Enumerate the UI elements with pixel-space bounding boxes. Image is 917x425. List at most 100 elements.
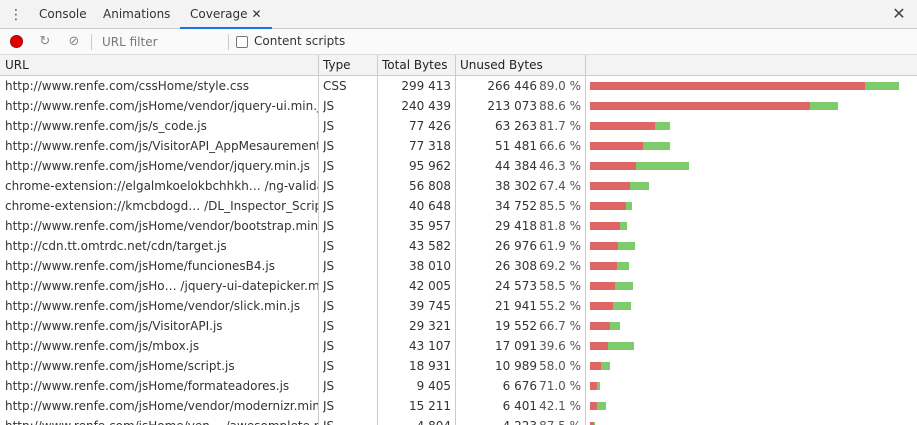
unused-bytes-cell: 51 481	[495, 139, 537, 153]
unused-percent-cell: 42.1 %	[539, 399, 581, 413]
table-row[interactable]: http://www.renfe.com/jsHome/formateadore…	[0, 376, 917, 396]
url-cell: http://www.renfe.com/jsHome/script.js	[5, 359, 235, 373]
tab-console-label: Console	[39, 7, 87, 21]
total-bytes-cell: 77 426	[409, 119, 451, 133]
type-cell: JS	[323, 399, 335, 413]
unused-bytes-bar	[590, 102, 810, 110]
type-cell: JS	[323, 259, 335, 273]
table-row[interactable]: http://www.renfe.com/jsHome/vendor/moder…	[0, 396, 917, 416]
table-row[interactable]: chrome-extension://kmcbdogd… /DL_Inspect…	[0, 196, 917, 216]
total-bytes-cell: 42 005	[409, 279, 451, 293]
header-total-bytes[interactable]: Total Bytes	[382, 58, 448, 72]
used-bytes-bar	[617, 242, 635, 250]
table-row[interactable]: http://www.renfe.com/jsHome/vendor/boots…	[0, 216, 917, 236]
unused-percent-cell: 81.8 %	[539, 219, 581, 233]
close-drawer-icon[interactable]: ✕	[892, 4, 906, 23]
total-bytes-cell: 35 957	[409, 219, 451, 233]
unused-bytes-bar	[590, 122, 656, 130]
used-bytes-bar	[596, 382, 600, 390]
table-row[interactable]: http://cdn.tt.omtrdc.net/cdn/target.js JS…	[0, 236, 917, 256]
header-unused-bytes[interactable]: Unused Bytes	[460, 58, 543, 72]
more-options-icon[interactable]: ⋮	[9, 7, 23, 23]
content-scripts-checkbox[interactable]	[236, 36, 248, 48]
url-cell: chrome-extension://kmcbdogd… /DL_Inspect…	[5, 199, 318, 213]
table-body: http://www.renfe.com/cssHome/style.css CS…	[0, 76, 917, 425]
table-row[interactable]: http://www.renfe.com/cssHome/style.css CS…	[0, 76, 917, 96]
reload-icon[interactable]: ↻	[39, 34, 51, 49]
total-bytes-cell: 15 211	[409, 399, 451, 413]
url-cell: chrome-extension://elgalmkoelokbchhkh… /…	[5, 179, 318, 193]
table-row[interactable]: http://www.renfe.com/js/VisitorAPI_AppMe…	[0, 136, 917, 156]
type-cell: JS	[323, 299, 335, 313]
total-bytes-cell: 43 107	[409, 339, 451, 353]
used-bytes-bar	[809, 102, 839, 110]
used-bytes-bar	[635, 162, 690, 170]
header-url[interactable]: URL	[5, 58, 29, 72]
table-row[interactable]: chrome-extension://elgalmkoelokbchhkh… /…	[0, 176, 917, 196]
type-cell: JS	[323, 139, 335, 153]
header-type[interactable]: Type	[323, 58, 351, 72]
unused-bytes-cell: 10 989	[495, 359, 537, 373]
tab-animations[interactable]: Animations	[103, 0, 170, 29]
url-cell: http://www.renfe.com/jsHome/formateadore…	[5, 379, 290, 393]
unused-percent-cell: 89.0 %	[539, 79, 581, 93]
type-cell: JS	[323, 279, 335, 293]
table-row[interactable]: http://www.renfe.com/js/s_code.js JS 77 42…	[0, 116, 917, 136]
url-cell: http://www.renfe.com/jsHome/vendor/jquer…	[5, 99, 318, 113]
used-bytes-bar	[612, 302, 631, 310]
tab-coverage[interactable]: Coverage ✕	[180, 0, 272, 29]
table-row[interactable]: http://www.renfe.com/jsHome/vendor/jquer…	[0, 156, 917, 176]
table-row[interactable]: http://www.renfe.com/js/mbox.js JS 43 107 1…	[0, 336, 917, 356]
used-bytes-bar	[594, 422, 595, 425]
type-cell: CSS	[323, 79, 347, 93]
unused-percent-cell: 39.6 %	[539, 339, 581, 353]
unused-bytes-cell: 21 941	[495, 299, 537, 313]
type-cell: JS	[323, 159, 335, 173]
table-row[interactable]: http://www.renfe.com/jsHome/script.js JS 1…	[0, 356, 917, 376]
total-bytes-cell: 77 318	[409, 139, 451, 153]
total-bytes-cell: 38 010	[409, 259, 451, 273]
table-row[interactable]: http://www.renfe.com/jsHome/vendor/slick…	[0, 296, 917, 316]
unused-bytes-cell: 6 401	[502, 399, 537, 413]
tab-console[interactable]: Console	[39, 0, 87, 29]
unused-bytes-bar	[590, 162, 636, 170]
table-row[interactable]: http://www.renfe.com/js/VisitorAPI.js JS 2…	[0, 316, 917, 336]
unused-bytes-cell: 4 223	[456, 416, 537, 425]
unused-percent-cell: 55.2 %	[539, 299, 581, 313]
unused-bytes-bar	[590, 342, 608, 350]
table-row[interactable]: http://www.renfe.com/jsHome/vendor/jquer…	[0, 96, 917, 116]
clear-icon[interactable]: ⊘	[68, 34, 80, 49]
coverage-toolbar: ↻ ⊘ Content scripts	[0, 29, 917, 55]
unused-bytes-bar	[590, 282, 616, 290]
table-row[interactable]: http://www.renfe.com/jsHome/ven… /awesom…	[0, 416, 917, 425]
column-divider	[585, 55, 586, 425]
content-scripts-label: Content scripts	[254, 34, 346, 48]
unused-percent-cell: 66.6 %	[539, 139, 581, 153]
unused-bytes-cell: 63 263	[495, 119, 537, 133]
type-cell: JS	[323, 219, 335, 233]
url-cell: http://www.renfe.com/jsHome/vendor/slick…	[5, 299, 301, 313]
used-bytes-bar	[620, 222, 628, 230]
url-filter-input[interactable]	[96, 32, 226, 52]
tab-close-icon[interactable]: ✕	[251, 7, 262, 21]
url-cell: http://www.renfe.com/js/s_code.js	[5, 119, 207, 133]
unused-percent-cell: 87.5 %	[539, 416, 581, 425]
unused-bytes-bar	[590, 242, 618, 250]
url-cell: http://www.renfe.com/js/mbox.js	[5, 339, 200, 353]
unused-percent-cell: 46.3 %	[539, 159, 581, 173]
url-cell: http://www.renfe.com/jsHome/vendor/boots…	[5, 219, 318, 233]
unused-bytes-cell: 44 384	[495, 159, 537, 173]
unused-bytes-bar	[590, 222, 621, 230]
used-bytes-bar	[601, 362, 610, 370]
table-row[interactable]: http://www.renfe.com/jsHome/funcionesB4.…	[0, 256, 917, 276]
column-divider	[455, 55, 456, 425]
record-icon[interactable]	[10, 35, 23, 48]
total-bytes-cell: 40 648	[409, 199, 451, 213]
table-row[interactable]: http://www.renfe.com/jsHo… /jquery-ui-da…	[0, 276, 917, 296]
unused-percent-cell: 58.5 %	[539, 279, 581, 293]
unused-percent-cell: 71.0 %	[539, 379, 581, 393]
unused-bytes-cell: 6 676	[502, 379, 537, 393]
unused-bytes-bar	[590, 182, 630, 190]
total-bytes-cell: 4 804	[378, 416, 451, 425]
url-cell: http://www.renfe.com/jsHome/ven… /awesom…	[5, 416, 318, 425]
